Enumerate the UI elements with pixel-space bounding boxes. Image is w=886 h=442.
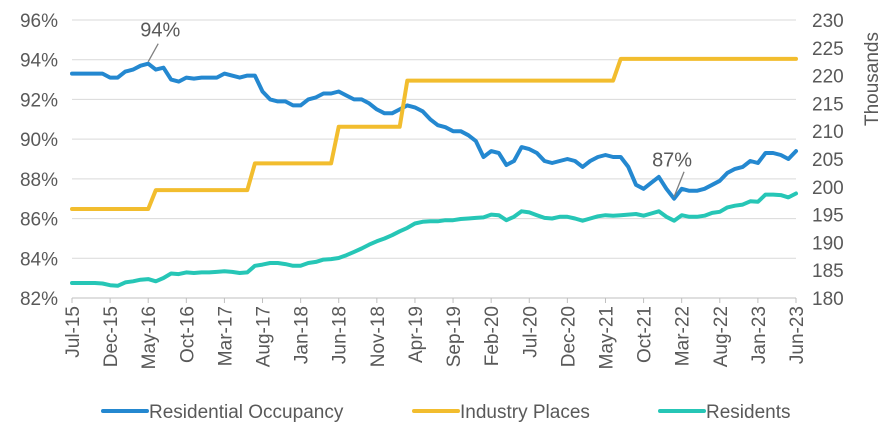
x-tick-label: Jun-18: [330, 306, 351, 364]
annotation-leader: [673, 171, 685, 197]
legend: Residential Occupancy Industry Places Resi…: [101, 402, 791, 423]
series-line-residents: [70, 191, 798, 288]
series-line-industry-places: [70, 56, 798, 211]
left-tick-label: 86%: [20, 210, 58, 231]
left-tick-label: 92%: [20, 90, 58, 111]
x-tick-label: Dec-20: [558, 306, 579, 367]
legend-label-industry-places: Industry Places: [460, 402, 590, 423]
left-tick-label: 94%: [20, 51, 58, 72]
left-tick-label: 84%: [20, 249, 58, 270]
x-tick-label: May-16: [139, 306, 160, 369]
right-tick-label: 190: [812, 233, 844, 254]
right-tick-label: 215: [812, 94, 844, 115]
x-tick-label: Aug-22: [711, 306, 732, 367]
left-tick-label: 82%: [20, 289, 58, 310]
x-tick-label: May-21: [596, 306, 617, 369]
x-tick-label: Sep-19: [444, 306, 465, 367]
legend-label-residents: Residents: [706, 402, 791, 423]
right-tick-label: 180: [812, 289, 844, 310]
x-tick-label: Oct-21: [635, 306, 656, 363]
right-tick-label: 210: [812, 122, 844, 143]
x-axis-ticks: Jul-15 Dec-15 May-16 Oct-16 Mar-17 Aug-17 Jan-…: [63, 298, 808, 369]
series-layer: [70, 56, 798, 288]
right-tick-label: 195: [812, 206, 844, 227]
annotation-label: 94%: [140, 20, 180, 42]
annotation-leader: [147, 43, 159, 63]
annotation-label: 87%: [652, 150, 692, 172]
x-tick-label: Dec-15: [101, 306, 122, 367]
x-tick-label: Feb-20: [482, 306, 503, 366]
left-tick-label: 88%: [20, 170, 58, 191]
right-tick-label: 205: [812, 150, 844, 171]
x-tick-label: Mar-17: [215, 306, 236, 366]
left-tick-label: 90%: [20, 130, 58, 151]
legend-label-residential-occupancy: Residential Occupancy: [149, 402, 344, 423]
right-tick-label: 185: [812, 261, 844, 282]
x-tick-label: Jan-18: [292, 306, 313, 364]
annotations: 94% 87%: [140, 20, 692, 197]
gridlines: [72, 19, 796, 299]
right-tick-label: 220: [812, 67, 844, 88]
x-tick-label: Oct-16: [177, 306, 198, 363]
x-tick-label: Jan-23: [749, 306, 770, 364]
x-tick-label: Jul-20: [520, 306, 541, 358]
right-axis-title: Thousands: [862, 32, 883, 126]
series-line-residential-occupancy: [70, 61, 798, 201]
right-tick-label: 200: [812, 178, 844, 199]
left-tick-label: 96%: [20, 11, 58, 32]
x-tick-label: Jun-23: [787, 306, 808, 364]
x-tick-label: Nov-18: [368, 306, 389, 367]
x-tick-label: Jul-15: [63, 306, 84, 358]
right-tick-label: 225: [812, 39, 844, 60]
x-tick-label: Aug-17: [254, 306, 275, 367]
x-tick-label: Mar-22: [673, 306, 694, 366]
right-tick-label: 230: [812, 11, 844, 32]
right-axis-ticks: 180 185 190 195 200 205 210 215 220 225 230: [812, 11, 844, 310]
x-tick-label: Apr-19: [406, 306, 427, 363]
left-axis-ticks: 82% 84% 86% 88% 90% 92% 94% 96%: [20, 11, 58, 310]
